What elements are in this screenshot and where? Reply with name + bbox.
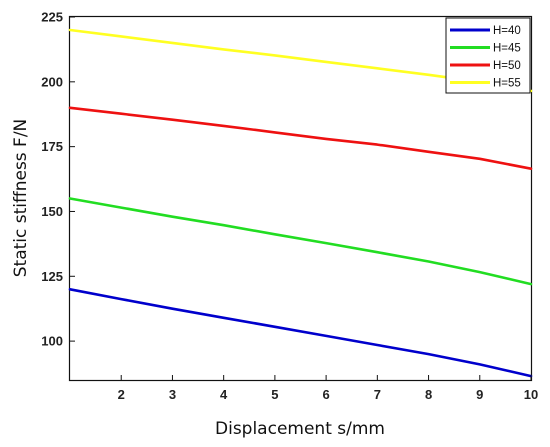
x-tick-label: 4 <box>220 387 228 402</box>
y-tick-label: 200 <box>41 74 63 89</box>
y-tick-label: 175 <box>41 139 63 154</box>
series-line-h-45 <box>68 197 533 286</box>
x-tick-label: 3 <box>169 387 176 402</box>
x-tick-label: 5 <box>271 387 278 402</box>
y-tick-label: 125 <box>41 269 63 284</box>
y-tick-label: 150 <box>41 204 63 219</box>
x-tick-label: 2 <box>118 387 125 402</box>
legend-label: H=45 <box>493 43 521 55</box>
x-tick-label: 7 <box>374 387 381 402</box>
legend-label: H=50 <box>493 60 521 72</box>
y-tick-label: 225 <box>41 10 63 25</box>
x-tick-label: 6 <box>322 387 329 402</box>
legend: H=40 H=45 H=50 H=55 <box>445 17 531 94</box>
tick-layer: 2 3 4 5 6 7 8 9 10 100 125 150 175 200 225 <box>41 10 538 403</box>
y-tick-label: 100 <box>41 334 63 349</box>
x-tick-label: 10 <box>524 387 538 402</box>
series-layer <box>68 28 533 378</box>
y-axis-title: Static stiffness F/N <box>11 119 31 278</box>
x-tick-label: 9 <box>476 387 483 402</box>
series-line-h-40 <box>68 287 533 378</box>
x-tick-label: 8 <box>425 387 432 402</box>
legend-label: H=40 <box>493 25 521 37</box>
series-line-h-50 <box>68 106 533 170</box>
x-axis-title: Displacement s/mm <box>215 419 385 439</box>
legend-label: H=55 <box>493 78 521 90</box>
